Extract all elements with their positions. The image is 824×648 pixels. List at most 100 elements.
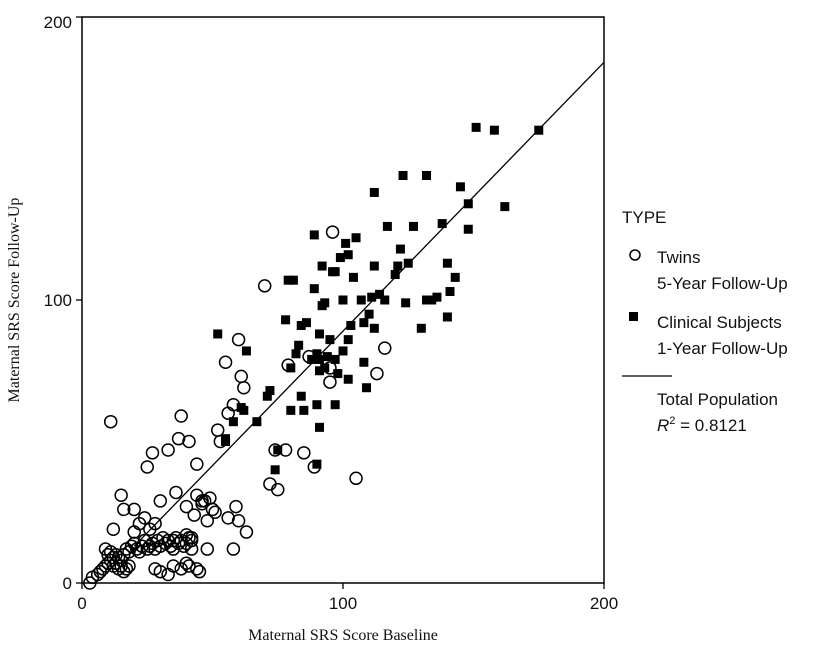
twins-point-115 — [349, 471, 363, 486]
clinical-point-72 — [408, 221, 418, 231]
twins-point-58 — [200, 542, 215, 556]
twins-point-101 — [231, 332, 246, 347]
clinical-point-46 — [338, 295, 348, 305]
x-tick-label-100: 100 — [329, 594, 357, 613]
clinical-point-27 — [312, 400, 322, 410]
clinical-point-66 — [390, 270, 400, 280]
x-tick-label-200: 200 — [590, 594, 618, 613]
clinical-point-43 — [333, 369, 343, 379]
points-layer — [83, 122, 544, 590]
twins-point-116 — [370, 366, 384, 381]
twins-point-67 — [195, 494, 209, 508]
clinical-point-51 — [346, 320, 356, 330]
clinical-point-61 — [369, 323, 379, 333]
twins-point-57 — [192, 564, 207, 579]
clinical-point-56 — [359, 357, 369, 367]
clinical-point-25 — [309, 284, 319, 294]
twins-point-69 — [169, 485, 183, 500]
x-tick-label-0: 0 — [77, 594, 86, 613]
clinical-point-75 — [422, 170, 432, 180]
clinical-point-11 — [273, 445, 283, 455]
clinical-point-59 — [367, 292, 377, 302]
twins-point-95 — [239, 525, 254, 539]
clinical-point-19 — [296, 320, 306, 330]
clinical-point-77 — [432, 292, 442, 302]
y-axis-title: Maternal SRS Score Follow-Up — [6, 198, 23, 403]
twins-point-68 — [179, 499, 194, 514]
clinical-point-55 — [359, 318, 369, 328]
clinical-point-36 — [320, 363, 330, 373]
legend-title: TYPE — [622, 208, 666, 227]
legend-twins-sublabel: 5-Year Follow-Up — [657, 274, 788, 293]
legend-clinical-sublabel: 1-Year Follow-Up — [657, 339, 788, 358]
twins-point-59 — [200, 513, 215, 528]
fit-line — [133, 61, 605, 547]
clinical-point-22 — [301, 318, 311, 328]
twins-point-113 — [323, 375, 337, 389]
twins-point-82 — [161, 443, 175, 457]
twins-point-56 — [190, 562, 204, 576]
clinical-point-83 — [455, 182, 465, 192]
clinical-point-26 — [312, 349, 322, 359]
twins-point-90 — [166, 542, 181, 556]
x-axis: 0 100 200 Maternal SRS Score Baseline — [77, 583, 618, 644]
twins-point-84 — [174, 409, 188, 423]
clinical-point-71 — [403, 258, 413, 268]
clinical-point-67 — [393, 261, 403, 271]
clinical-point-65 — [382, 221, 392, 231]
twins-point-86 — [190, 457, 204, 471]
clinical-point-31 — [315, 366, 325, 376]
x-axis-title: Maternal SRS Score Baseline — [248, 627, 438, 644]
clinical-point-87 — [489, 125, 499, 135]
clinical-point-23 — [307, 354, 317, 364]
twins-point-50 — [153, 564, 168, 579]
clinical-point-68 — [395, 244, 405, 254]
twins-point-75 — [127, 525, 141, 539]
twins-point-78 — [148, 516, 162, 531]
clinical-point-58 — [364, 309, 374, 319]
y-tick-label-0: 0 — [63, 574, 72, 593]
twins-point-98 — [218, 355, 233, 370]
clinical-point-24 — [309, 230, 319, 240]
y-axis: 0 100 200 Maternal SRS Score Follow-Up — [6, 13, 82, 593]
twins-point-117 — [378, 341, 392, 355]
legend-clinical-marker — [629, 312, 638, 321]
clinical-point-7 — [252, 417, 262, 427]
series-twins — [83, 225, 392, 590]
clinical-point-70 — [401, 298, 411, 308]
twins-point-52 — [166, 559, 181, 573]
clinical-point-69 — [398, 170, 408, 180]
clinical-point-76 — [427, 295, 437, 305]
clinical-point-73 — [416, 323, 426, 333]
y-tick-label-200: 200 — [44, 13, 72, 32]
twins-point-65 — [187, 508, 201, 522]
twins-point-85 — [182, 434, 196, 449]
clinical-point-18 — [294, 340, 304, 350]
clinical-point-47 — [341, 238, 351, 248]
clinical-point-38 — [325, 335, 335, 345]
twins-point-108 — [257, 279, 272, 293]
clinical-point-79 — [442, 312, 452, 322]
clinical-point-15 — [286, 363, 296, 373]
clinical-point-89 — [534, 125, 544, 135]
twins-point-81 — [145, 446, 160, 460]
clinical-point-20 — [296, 391, 306, 401]
legend-fit-label: Total Population — [657, 390, 778, 409]
twins-point-93 — [231, 513, 246, 528]
clinical-point-3 — [228, 417, 238, 427]
legend-r2-label: R2 = 0.8121 — [657, 415, 747, 435]
twins-point-71 — [127, 502, 141, 517]
clinical-point-52 — [348, 272, 358, 282]
clinical-point-30 — [315, 422, 325, 432]
y-tick-label-100: 100 — [44, 291, 72, 310]
twins-point-55 — [182, 559, 196, 573]
twins-point-72 — [117, 502, 131, 517]
clinical-point-60 — [369, 187, 379, 197]
clinical-point-28 — [312, 459, 322, 469]
clinical-point-62 — [369, 261, 379, 271]
legend-r2-exponent: 2 — [669, 415, 675, 427]
legend: TYPE Twins 5-Year Follow-Up Clinical Sub… — [622, 208, 788, 435]
clinical-point-48 — [343, 374, 353, 384]
clinical-point-29 — [315, 354, 325, 364]
